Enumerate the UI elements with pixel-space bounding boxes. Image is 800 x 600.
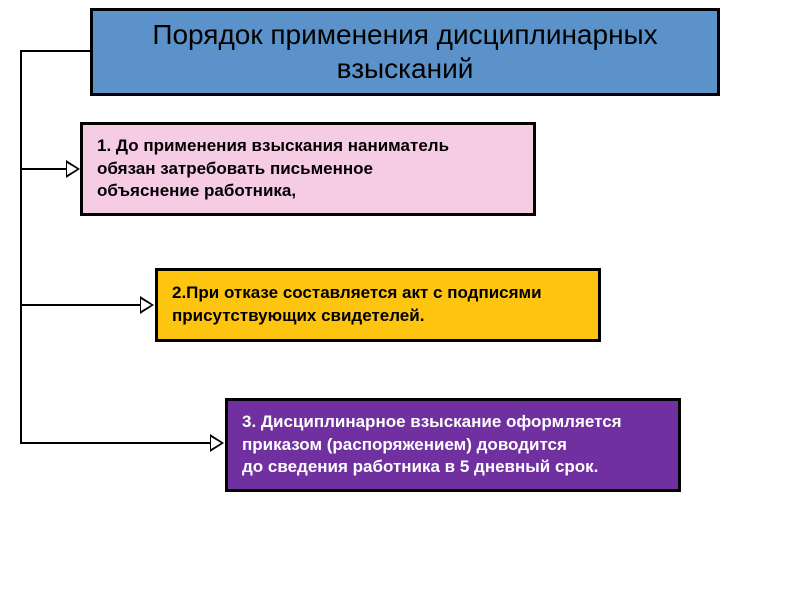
connector-branch-2 bbox=[20, 304, 140, 306]
connector-branch-3 bbox=[20, 442, 210, 444]
arrow-fill-1 bbox=[67, 163, 77, 175]
connector-branch-1 bbox=[20, 168, 66, 170]
step-text-1: 1. До применения взыскания наниматель об… bbox=[97, 135, 449, 204]
step-box-3: 3. Дисциплинарное взыскание оформляется … bbox=[225, 398, 681, 492]
title-text: Порядок применения дисциплинарных взыска… bbox=[93, 18, 717, 85]
step-text-3: 3. Дисциплинарное взыскание оформляется … bbox=[242, 411, 622, 480]
connector-top-horizontal bbox=[20, 50, 90, 52]
title-box: Порядок применения дисциплинарных взыска… bbox=[90, 8, 720, 96]
arrow-fill-3 bbox=[211, 437, 221, 449]
step-box-1: 1. До применения взыскания наниматель об… bbox=[80, 122, 536, 216]
step-text-2: 2.При отказе составляется акт с подписям… bbox=[172, 282, 584, 328]
step-box-2: 2.При отказе составляется акт с подписям… bbox=[155, 268, 601, 342]
arrow-fill-2 bbox=[141, 299, 151, 311]
connector-vertical bbox=[20, 50, 22, 444]
